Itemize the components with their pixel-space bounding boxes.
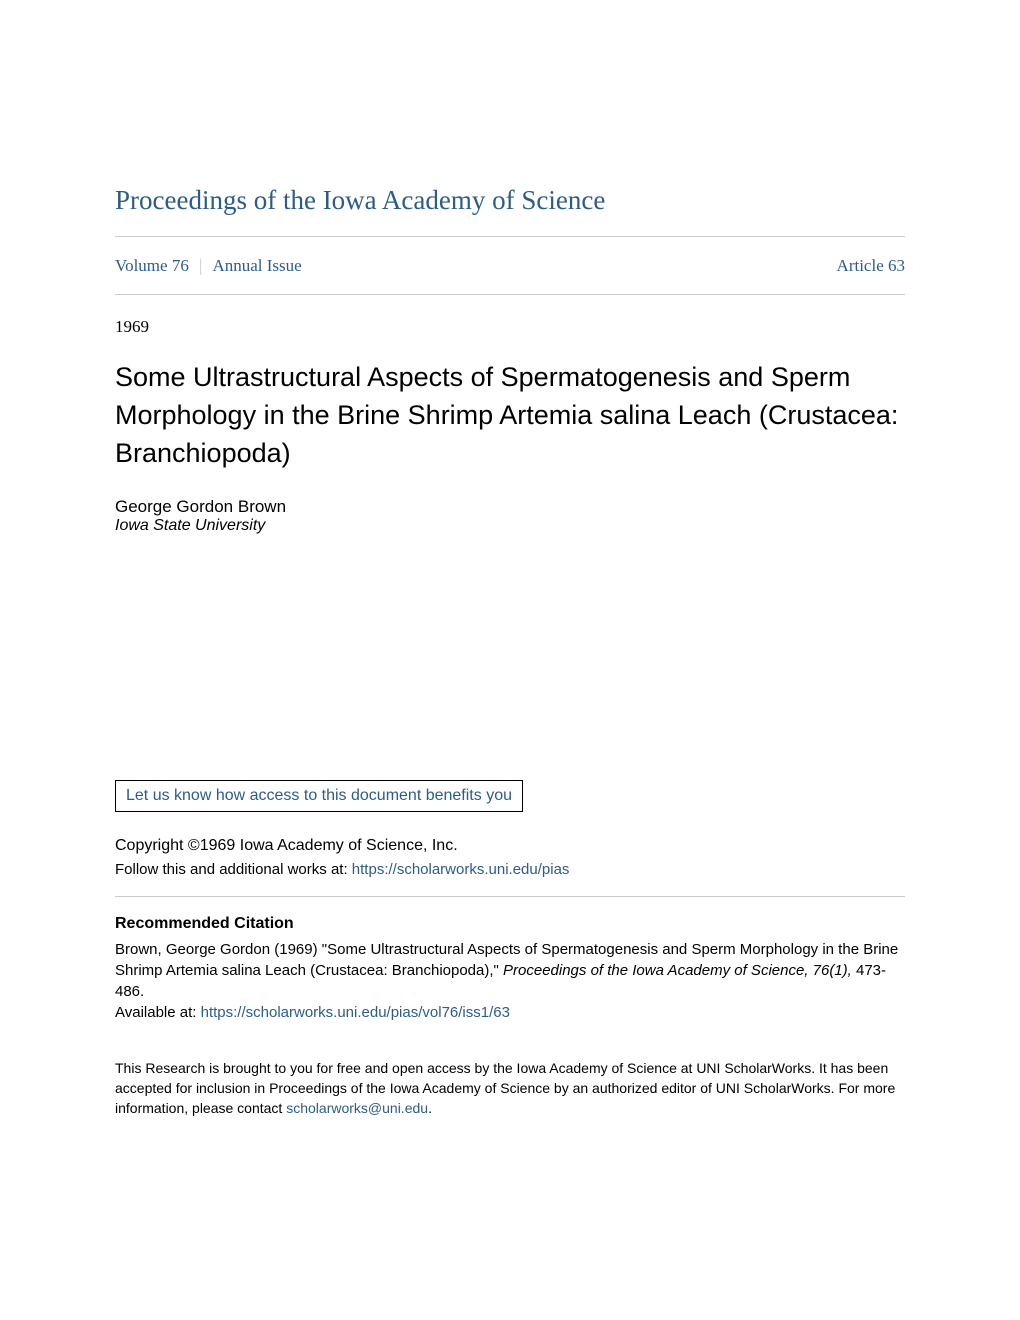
issue-link[interactable]: Annual Issue (212, 256, 301, 276)
copyright-text: Copyright ©1969 Iowa Academy of Science,… (115, 837, 905, 855)
follow-text: Follow this and additional works at: htt… (115, 861, 905, 878)
author-affiliation: Iowa State University (115, 517, 905, 535)
available-at: Available at: https://scholarworks.uni.e… (115, 1004, 905, 1021)
meta-row: Volume 76 | Annual Issue Article 63 (115, 237, 905, 294)
divider-citation (115, 896, 905, 897)
footer-text: This Research is brought to you for free… (115, 1059, 905, 1118)
citation-heading: Recommended Citation (115, 915, 905, 933)
author-name: George Gordon Brown (115, 497, 905, 517)
article-title: Some Ultrastructural Aspects of Spermato… (115, 359, 905, 472)
footer-email-link[interactable]: scholarworks@uni.edu (286, 1100, 428, 1116)
spacer (115, 535, 905, 780)
follow-prefix: Follow this and additional works at: (115, 861, 352, 878)
available-prefix: Available at: (115, 1004, 201, 1021)
footer-part2: . (428, 1100, 432, 1116)
journal-title: Proceedings of the Iowa Academy of Scien… (115, 185, 905, 216)
publication-year: 1969 (115, 317, 905, 337)
available-link[interactable]: https://scholarworks.uni.edu/pias/vol76/… (201, 1004, 510, 1021)
article-number-link[interactable]: Article 63 (837, 256, 905, 276)
divider-bottom (115, 294, 905, 295)
journal-title-link[interactable]: Proceedings of the Iowa Academy of Scien… (115, 185, 605, 215)
citation-text: Brown, George Gordon (1969) "Some Ultras… (115, 939, 905, 1002)
follow-link[interactable]: https://scholarworks.uni.edu/pias (352, 861, 570, 878)
citation-italic: Proceedings of the Iowa Academy of Scien… (503, 962, 852, 979)
meta-left: Volume 76 | Annual Issue (115, 255, 302, 276)
meta-separator: | (199, 255, 203, 276)
benefits-link[interactable]: Let us know how access to this document … (126, 787, 512, 804)
volume-link[interactable]: Volume 76 (115, 256, 189, 276)
footer-part1: This Research is brought to you for free… (115, 1060, 895, 1115)
benefits-box: Let us know how access to this document … (115, 780, 523, 812)
